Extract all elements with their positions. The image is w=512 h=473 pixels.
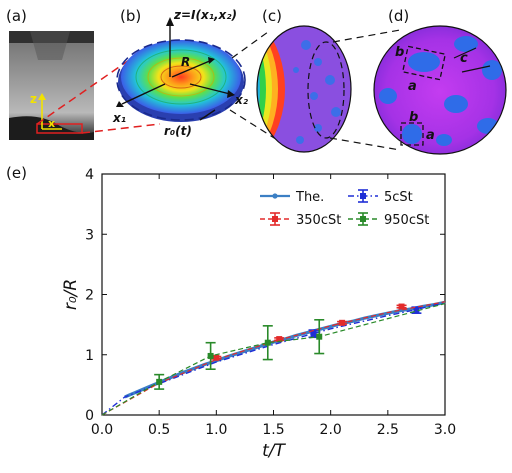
contact-disk-ring-1	[135, 49, 227, 105]
legend-marker	[272, 193, 278, 199]
data-point	[398, 303, 405, 310]
photo-z-label: z	[30, 92, 37, 106]
contact-radius-label: r₀(t)	[164, 124, 192, 138]
connector-cd-bottom	[329, 137, 401, 151]
x-axis-label: t/T	[262, 441, 286, 461]
data-point	[276, 336, 283, 343]
panel-e-label: (e)	[6, 164, 27, 182]
y-tick-label: 2	[85, 288, 94, 304]
legend-item: 950cSt	[348, 212, 429, 228]
x-tick-label: 3.0	[434, 422, 456, 438]
x-tick-label: 1.5	[262, 422, 284, 438]
needle-shadow	[30, 31, 70, 60]
chart: 0.0 0.5 1.0 1.5 2.0 2.5 3.0 0 1 2 3 4 t/T r₀/R The. 5cS…	[61, 167, 456, 461]
x2-axis-arrow	[189, 83, 231, 95]
spacing-label: c	[460, 51, 468, 66]
data-point	[207, 352, 214, 359]
legend-label: The.	[295, 190, 324, 205]
panel-c-label: (c)	[262, 7, 282, 25]
series-line	[101, 302, 446, 416]
feature-width-label: a	[408, 79, 417, 94]
feature-small-width-label: a	[426, 128, 435, 143]
y-tick-label: 3	[85, 227, 94, 243]
x-tick-label: 1.0	[205, 422, 227, 438]
legend-item: The.	[260, 190, 324, 205]
photo-z-arrowhead	[38, 93, 46, 100]
y-tick-label: 0	[85, 408, 94, 424]
legend: The. 5cSt 350cSt 950cSt	[260, 189, 429, 228]
data-point	[413, 307, 420, 314]
data-point	[316, 333, 323, 340]
legend-label: 950cSt	[384, 213, 429, 228]
legend-marker	[360, 193, 366, 199]
intensity-function-label: z=I(x₁,x₂)	[173, 8, 237, 22]
droplet-silhouette	[9, 116, 94, 140]
panel-c: (c)	[256, 7, 352, 153]
data-point	[213, 354, 220, 361]
x1-axis-label: x₁	[112, 111, 126, 125]
panel-a: (a) z x	[6, 7, 94, 140]
data-point	[156, 378, 163, 385]
zoom-region-marker	[307, 41, 345, 139]
radius-label: R	[181, 55, 190, 69]
panel-b-label: (b)	[120, 7, 141, 25]
x-tick-label: 0.5	[148, 422, 170, 438]
y-tick-label: 4	[85, 167, 94, 183]
contact-disk-outline	[116, 39, 246, 121]
panel-d: (d) b a c b a	[373, 7, 507, 155]
connector-cd-top	[332, 29, 401, 43]
contact-disk-ring-2	[147, 57, 215, 97]
legend-marker	[272, 216, 278, 222]
x2-axis-arrowhead	[227, 90, 235, 98]
series-line	[101, 301, 446, 416]
contact-radius-arrow	[199, 109, 216, 121]
texture-zoom-image	[374, 26, 506, 154]
x-tick-label: 0.0	[91, 422, 113, 438]
photo-roi-box	[36, 123, 83, 134]
x1-axis-arrow	[121, 83, 166, 105]
x1-axis-arrowhead	[116, 101, 124, 107]
panel-d-label: (d)	[388, 7, 409, 25]
zoom-edge-outline	[256, 25, 352, 153]
panel-a-label: (a)	[6, 7, 27, 25]
connector-ab-top	[36, 57, 133, 125]
x-tick-label: 2.0	[320, 422, 342, 438]
spacing-marker-2	[461, 65, 491, 73]
feature-small-height-label: b	[409, 110, 418, 125]
data-point	[310, 330, 317, 337]
x2-axis-label: x₂	[234, 93, 249, 107]
feature-height-label: b	[395, 45, 404, 60]
y-axis-label: r₀/R	[61, 279, 81, 310]
legend-marker	[360, 216, 366, 222]
contact-disk-surface	[121, 40, 241, 114]
x-tick-label: 2.5	[377, 422, 399, 438]
y-tick-label: 1	[85, 348, 94, 364]
radius-arrowhead	[208, 57, 215, 64]
legend-label: 350cSt	[296, 213, 341, 228]
feature-box-small	[400, 122, 424, 146]
radius-line	[171, 59, 213, 78]
data-point	[339, 319, 346, 326]
contact-disk-ring-3	[160, 65, 202, 89]
legend-item: 350cSt	[260, 212, 341, 228]
panel-b: (b) z=I(x₁,x₂) R x₁ x₂ r₀(t)	[112, 7, 249, 138]
series-line	[101, 301, 446, 416]
connector-ab-bottom	[81, 123, 161, 134]
texture-zoom-outline	[373, 25, 507, 155]
photo-x-label: x	[48, 117, 55, 130]
plot-frame	[101, 173, 446, 416]
spacing-marker-1	[453, 47, 477, 59]
data-point	[264, 339, 271, 346]
connector-bc-top	[231, 31, 269, 59]
z-axis-arrowhead	[166, 17, 174, 26]
feature-box-large	[401, 45, 447, 81]
legend-item: 5cSt	[348, 189, 413, 205]
legend-label: 5cSt	[384, 190, 413, 205]
